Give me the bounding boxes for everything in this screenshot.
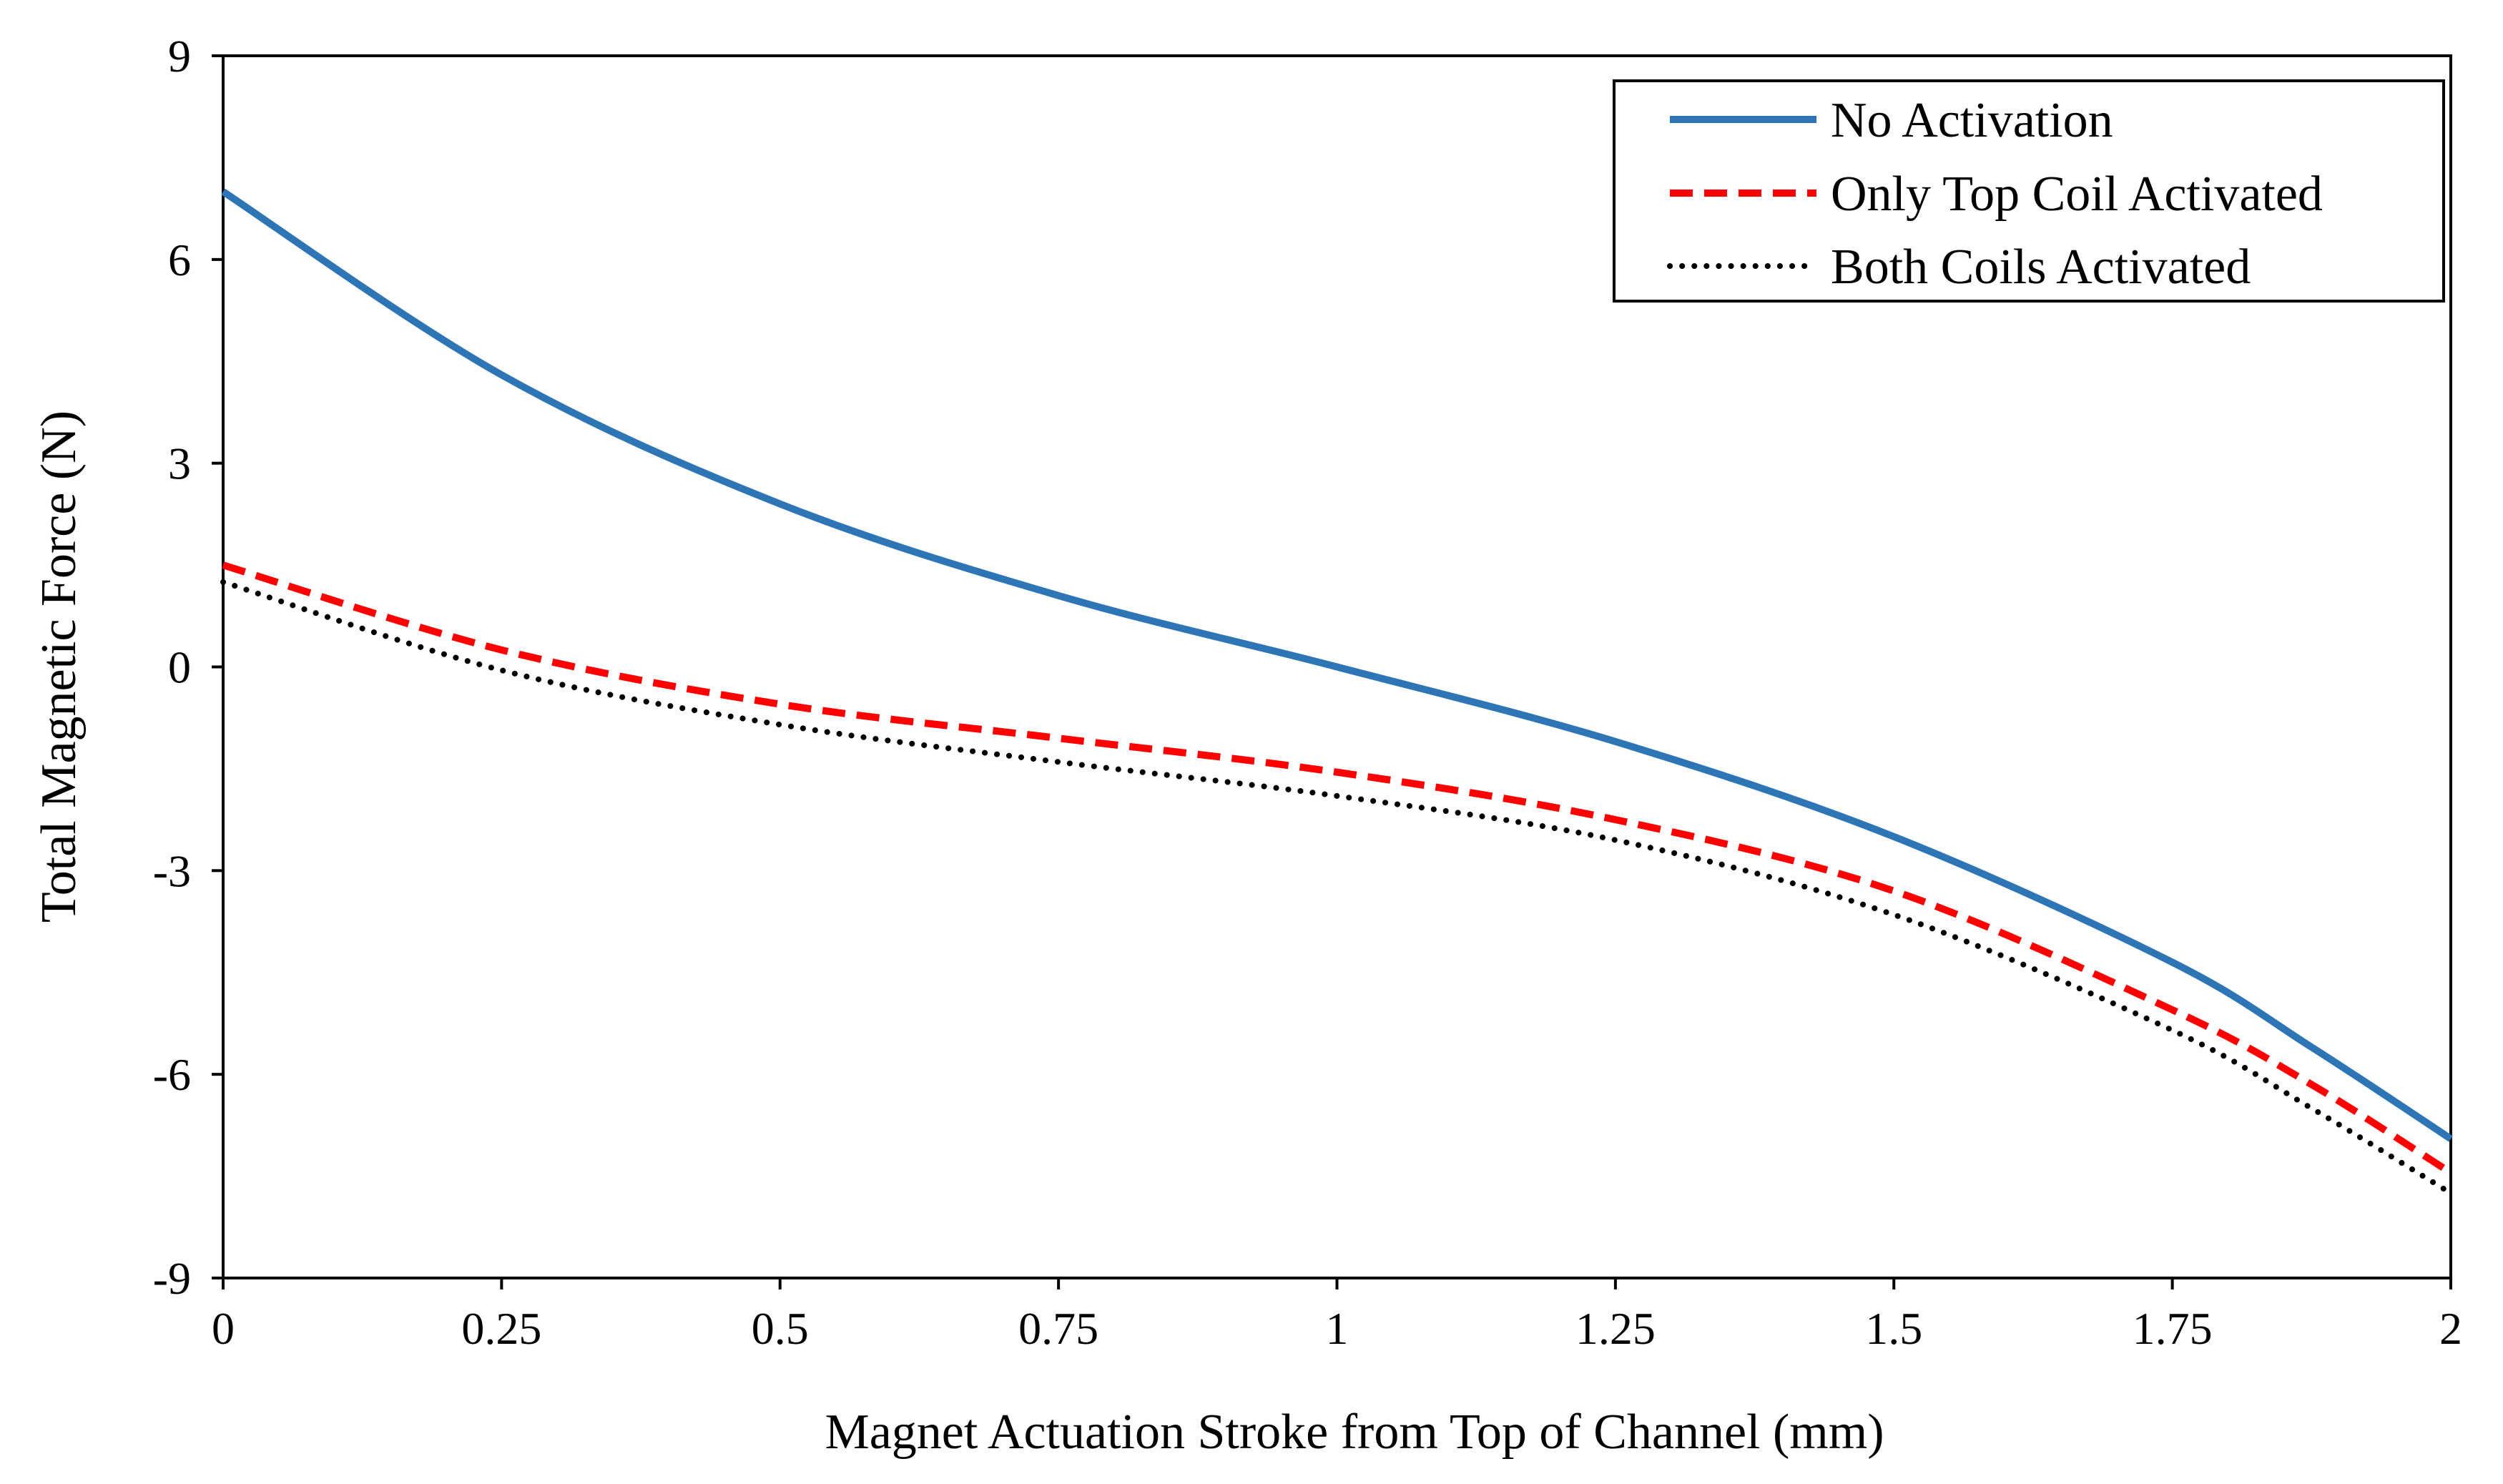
series-line-only-top-coil-activated: [222, 561, 2453, 1176]
x-tick-label: 1: [1326, 1303, 1349, 1354]
x-tick-label: 0.75: [1018, 1303, 1098, 1354]
legend-label-only-top-coil-activated: Only Top Coil Activated: [1831, 167, 2323, 222]
y-axis-ticks: 9 6 3 0 -3 -6 -9: [153, 31, 223, 1304]
series-group: [220, 188, 2454, 1196]
y-tick-label: 9: [168, 31, 191, 82]
x-tick-label: 2: [2439, 1303, 2462, 1354]
legend-label-both-coils-activated: Both Coils Activated: [1831, 240, 2251, 295]
x-tick-label: 1.75: [2133, 1303, 2213, 1354]
y-tick-label: 0: [168, 642, 191, 693]
x-tick-label: 0: [212, 1303, 235, 1354]
x-tick-label: 0.5: [752, 1303, 809, 1354]
series-line-no-activation: [221, 188, 2453, 1142]
y-tick-label: -9: [153, 1253, 191, 1304]
y-tick-label: 3: [168, 438, 191, 489]
legend-label-no-activation: No Activation: [1831, 93, 2113, 148]
y-axis-title: Total Magnetic Force (N): [31, 411, 87, 923]
legend: No Activation Only Top Coil Activated Both…: [1613, 79, 2445, 303]
x-tick-label: 1.25: [1575, 1303, 1656, 1354]
x-tick-label: 0.25: [461, 1303, 541, 1354]
series-line-both-coils-activated: [220, 579, 2454, 1196]
y-tick-label: 6: [168, 235, 191, 285]
x-axis-ticks: 0 0.25 0.5 0.75 1 1.25 1.5 1.75 2: [212, 1278, 2462, 1354]
y-tick-label: -3: [153, 845, 191, 896]
x-axis-title: Magnet Actuation Stroke from Top of Chan…: [825, 1405, 1884, 1460]
x-tick-label: 1.5: [1865, 1303, 1922, 1354]
y-tick-label: -6: [153, 1049, 191, 1100]
